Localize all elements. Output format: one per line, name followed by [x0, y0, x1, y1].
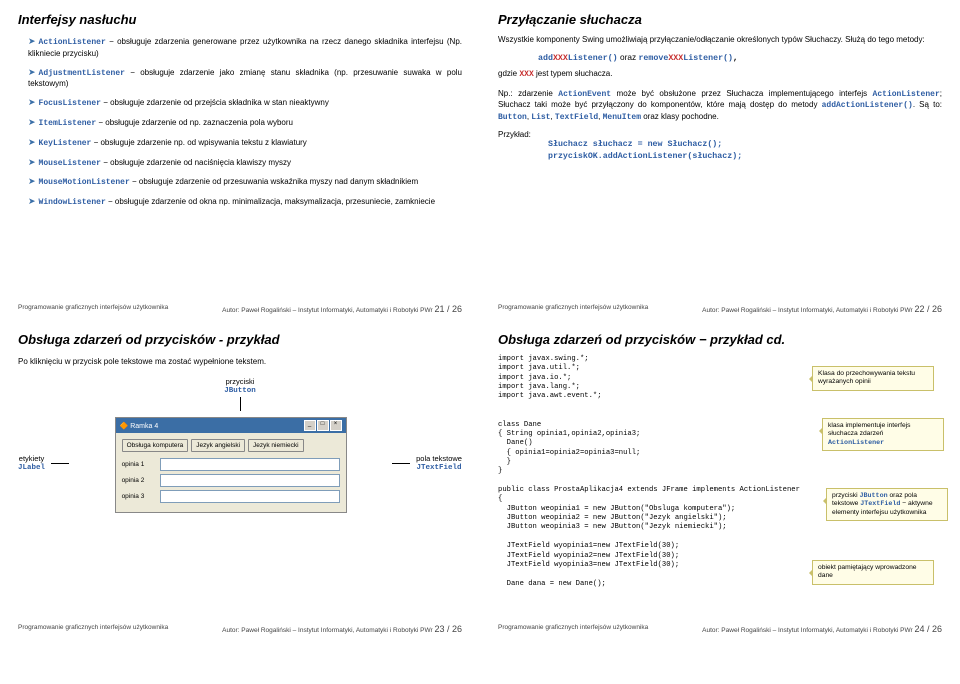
mock-button[interactable]: Jezyk niemiecki: [248, 439, 304, 452]
slide-footer: Programowanie graficznych interfejsów uż…: [18, 624, 462, 634]
close-icon: ×: [330, 420, 342, 431]
bullet: ➤ItemListener − obsługuje zdarzenie od n…: [28, 116, 462, 130]
example-code: Słuchacz słuchacz = new Słuchacz(); przy…: [548, 139, 942, 164]
slide-1: Interfejsy nasłuchu ➤ActionListener − ob…: [0, 0, 480, 320]
mock-label: opinia 1: [122, 461, 160, 468]
callout: obiekt pamiętający wprowadzone dane: [812, 560, 934, 585]
slide-3: Obsługa zdarzeń od przycisków - przykład…: [0, 320, 480, 640]
mock-button[interactable]: Jezyk angielski: [191, 439, 245, 452]
mock-textfield[interactable]: [160, 490, 340, 503]
slide-4: Obsługa zdarzeń od przycisków − przykład…: [480, 320, 960, 640]
bullet: ➤MouseMotionListener − obsługuje zdarzen…: [28, 175, 462, 189]
bullet: ➤ActionListener − obsługuje zdarzenia ge…: [28, 35, 462, 60]
titlebar: 🔶 Ramka 4 _□×: [116, 418, 346, 433]
callout: przyciski JButton oraz pola tekstowe JTe…: [826, 488, 948, 521]
mock-textfield[interactable]: [160, 474, 340, 487]
slide-title: Obsługa zdarzeń od przycisków - przykład: [18, 332, 462, 347]
mock-label: opinia 3: [122, 493, 160, 500]
example-label: Przykład:: [498, 130, 942, 139]
app-window-mock: 🔶 Ramka 4 _□× Obsługa komputera Jezyk an…: [115, 417, 347, 513]
slide-title: Interfejsy nasłuchu: [18, 12, 462, 27]
mock-textfield[interactable]: [160, 458, 340, 471]
paragraph: Po kliknięciu w przycisk pole tekstowe m…: [18, 357, 462, 368]
slide-title: Przyłączanie słuchacza: [498, 12, 942, 27]
mock-label: opinia 2: [122, 477, 160, 484]
bullet: ➤KeyListener − obsługuje zdarzenie np. o…: [28, 136, 462, 150]
mock-button[interactable]: Obsługa komputera: [122, 439, 189, 452]
paragraph: Np.: zdarzenie ActionEvent może być obsł…: [498, 89, 942, 124]
annotation-top: przyciskiJButton: [18, 378, 462, 396]
paragraph: Wszystkie komponenty Swing umożliwiają p…: [498, 35, 942, 46]
slide-title: Obsługa zdarzeń od przycisków − przykład…: [498, 332, 942, 347]
annotation-left: etykietyJLabel: [18, 455, 45, 473]
bullet: ➤FocusListener − obsługuje zdarzenie od …: [28, 96, 462, 110]
window-buttons[interactable]: _□×: [303, 420, 342, 431]
code-line: addXXXListener() oraz removeXXXListener(…: [538, 52, 942, 63]
annotation-right: pola tekstoweJTextField: [416, 455, 462, 473]
bullet: ➤WindowListener − obsługuje zdarzenie od…: [28, 195, 462, 209]
slide-footer: Programowanie graficznych interfejsów uż…: [498, 624, 942, 634]
callout: Klasa do przechowywania tekstu wyrażanyc…: [812, 366, 934, 391]
maximize-icon: □: [317, 420, 329, 431]
slide-2: Przyłączanie słuchacza Wszystkie kompone…: [480, 0, 960, 320]
paragraph: gdzie XXX jest typem słuchacza.: [498, 69, 942, 81]
minimize-icon: _: [304, 420, 316, 431]
annotation-line: [240, 397, 241, 411]
slide-footer: Programowanie graficznych interfejsów uż…: [498, 304, 942, 314]
bullet: ➤AdjustmentListener − obsługuje zdarzeni…: [28, 66, 462, 91]
callout: klasa implementuje interfejs słuchacza z…: [822, 418, 944, 451]
slide-footer: Programowanie graficznych interfejsów uż…: [18, 304, 462, 314]
bullet: ➤MouseListener − obsługuje zdarzenie od …: [28, 156, 462, 170]
